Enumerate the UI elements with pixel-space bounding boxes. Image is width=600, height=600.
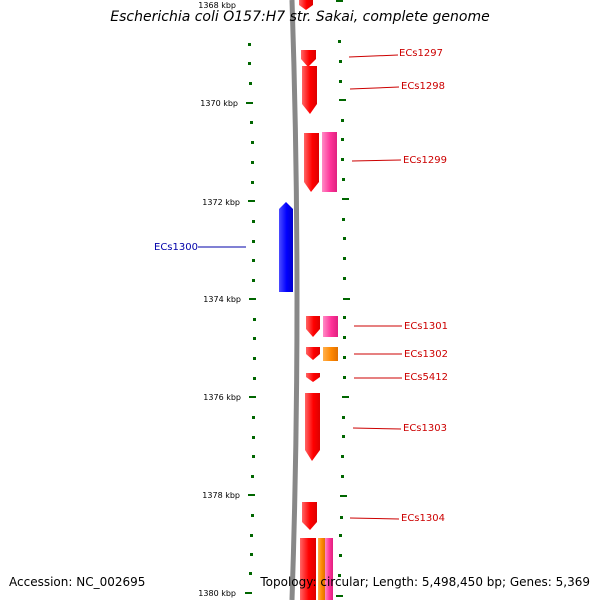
gene-ECs5412[interactable]	[306, 373, 320, 382]
gene-ECs1297[interactable]	[301, 50, 316, 67]
gene-label-ECs5412: ECs5412	[404, 372, 448, 383]
genome-summary-label: Topology: circular; Length: 5,498,450 bp…	[260, 575, 590, 589]
gene-label-ECs1304: ECs1304	[401, 513, 445, 524]
genome-backbone	[289, 0, 300, 600]
feature-pink-ECs1301[interactable]	[323, 316, 338, 337]
feature-bottom-orange[interactable]	[318, 538, 325, 600]
gene-ECs1299[interactable]	[304, 133, 319, 192]
scale-label-1368: 1368 kbp	[198, 1, 236, 10]
leader-ECs1299	[351, 159, 402, 162]
scale-ticks-left	[245, 43, 256, 594]
feature-pink-ECs1299[interactable]	[322, 132, 337, 192]
scale-label-1370: 1370 kbp	[200, 99, 238, 108]
feature-orange-ECs1302[interactable]	[323, 347, 338, 361]
gene-ECs1301[interactable]	[306, 316, 320, 337]
gene-label-ECs1303: ECs1303	[403, 423, 447, 434]
scale-label-1376: 1376 kbp	[203, 393, 241, 402]
gene-ECs1304[interactable]	[302, 502, 317, 530]
scale-label-1372: 1372 kbp	[202, 198, 240, 207]
feature-bottom-pink[interactable]	[325, 538, 333, 600]
feature-track-minus	[279, 202, 293, 292]
gene-ECs1298[interactable]	[302, 66, 317, 114]
label-leader-lines	[198, 54, 402, 520]
gene-label-ECs1298: ECs1298	[401, 81, 445, 92]
leader-ECs1304	[349, 517, 400, 520]
accession-label: Accession: NC_002695	[9, 575, 146, 589]
gene-label-ECs1299: ECs1299	[403, 155, 447, 166]
gene-ECs1300[interactable]	[279, 202, 293, 292]
leader-ECs1303	[352, 427, 402, 430]
map-title: Escherichia coli O157:H7 str. Sakai, com…	[110, 9, 490, 25]
gene-ECs1302[interactable]	[306, 347, 320, 360]
scale-ticks-right	[336, 0, 350, 597]
feature-track-plus	[299, 0, 338, 600]
scale-label-1378: 1378 kbp	[202, 491, 240, 500]
gene-bottom-red[interactable]	[300, 538, 316, 600]
gene-ECs1303[interactable]	[305, 393, 320, 461]
leader-ECs1297	[348, 54, 399, 58]
gene-label-ECs1301: ECs1301	[404, 321, 448, 332]
scale-label-1374: 1374 kbp	[203, 295, 241, 304]
gene-top-fragment[interactable]	[299, 0, 313, 10]
gene-label-ECs1297: ECs1297	[399, 48, 443, 59]
leader-ECs1298	[349, 86, 400, 90]
scale-label-1380: 1380 kbp	[198, 589, 236, 598]
gene-label-ECs1302: ECs1302	[404, 349, 448, 360]
gene-label-ECs1300: ECs1300	[154, 242, 198, 253]
